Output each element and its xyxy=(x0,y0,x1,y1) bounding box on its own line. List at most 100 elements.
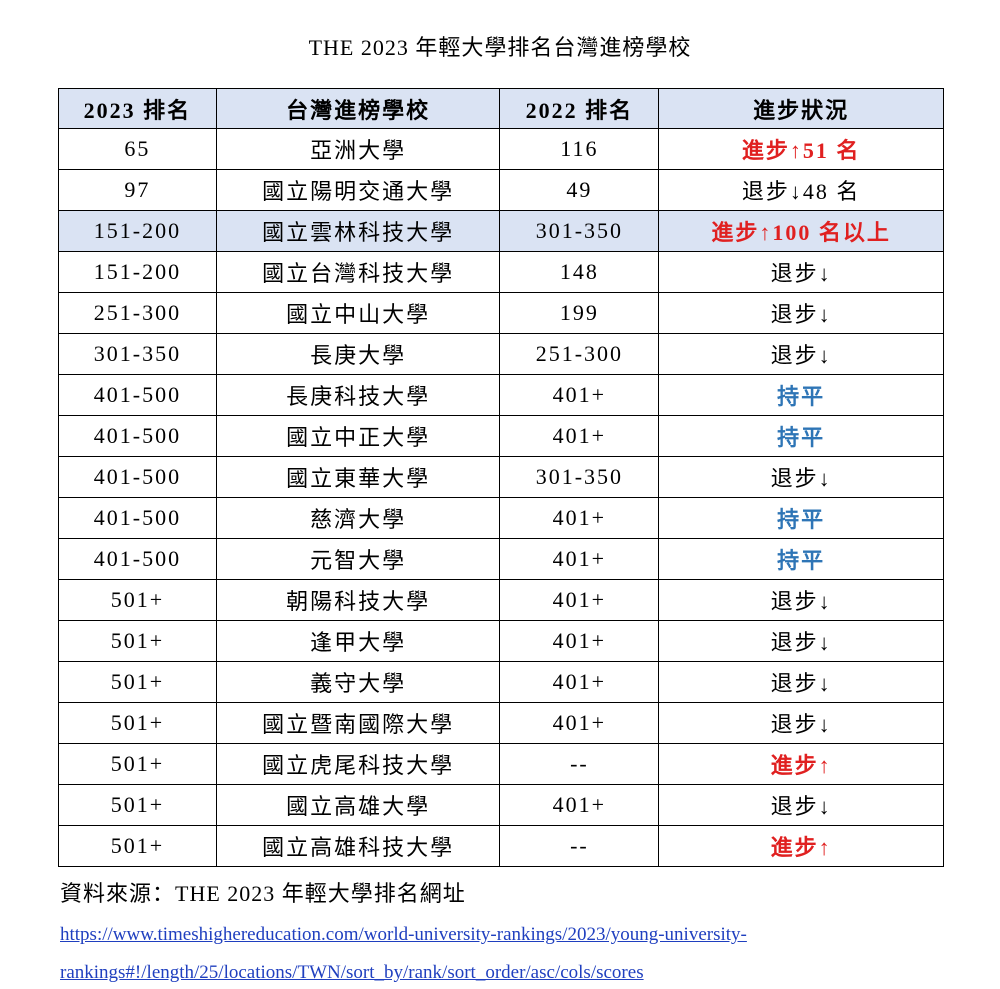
table-row: 151-200 國立台灣科技大學 148 退步↓ xyxy=(58,251,944,293)
table-cell: 國立台灣科技大學 xyxy=(215,251,501,293)
table-cell: 401+ xyxy=(499,661,660,703)
table-cell: 401+ xyxy=(499,784,660,826)
table-cell: 進步↑ xyxy=(658,825,944,867)
table-row: 151-200 國立雲林科技大學 301-350 進步↑100 名以上 xyxy=(58,210,944,252)
table-cell: 401+ xyxy=(499,702,660,744)
ranking-table: 2023 排名 台灣進榜學校 2022 排名 進步狀況 65 亞洲大學 116 進步↑51 … xyxy=(58,88,944,867)
header-row: 2023 排名 台灣進榜學校 2022 排名 進步狀況 xyxy=(58,88,944,129)
table-cell: 49 xyxy=(499,169,660,211)
table-cell: 151-200 xyxy=(58,251,217,293)
source-link[interactable]: https://www.timeshighereducation.com/wor… xyxy=(60,924,747,945)
table-row: 65 亞洲大學 116 進步↑51 名 xyxy=(58,128,944,170)
header-cell: 台灣進榜學校 xyxy=(215,88,501,129)
table-cell: 國立高雄科技大學 xyxy=(215,825,501,867)
table-cell: 501+ xyxy=(58,579,217,621)
table-cell: 朝陽科技大學 xyxy=(215,579,501,621)
table-cell: 國立東華大學 xyxy=(215,456,501,498)
table-cell: 97 xyxy=(58,169,217,211)
table-cell: 國立虎尾科技大學 xyxy=(215,743,501,785)
table-cell: 401-500 xyxy=(58,415,217,457)
table-cell: 199 xyxy=(499,292,660,334)
table-cell: 退步↓ xyxy=(658,620,944,662)
table-cell: 退步↓ xyxy=(658,333,944,375)
table-cell: 151-200 xyxy=(58,210,217,252)
table-cell: 持平 xyxy=(658,538,944,580)
table-cell: 長庚科技大學 xyxy=(215,374,501,416)
table-row: 251-300 國立中山大學 199 退步↓ xyxy=(58,292,944,334)
table-cell: 亞洲大學 xyxy=(215,128,501,170)
table-cell: 逢甲大學 xyxy=(215,620,501,662)
table-row: 401-500 元智大學 401+ 持平 xyxy=(58,538,944,580)
table-cell: 退步↓ xyxy=(658,784,944,826)
table-cell: 301-350 xyxy=(499,210,660,252)
table-cell: 進步↑51 名 xyxy=(658,128,944,170)
table-cell: 148 xyxy=(499,251,660,293)
table-cell: 進步↑ xyxy=(658,743,944,785)
table-row: 401-500 國立東華大學 301-350 退步↓ xyxy=(58,456,944,498)
table-cell: 退步↓48 名 xyxy=(658,169,944,211)
table-cell: 401+ xyxy=(499,620,660,662)
table-cell: 251-300 xyxy=(499,333,660,375)
table-cell: 長庚大學 xyxy=(215,333,501,375)
table-cell: 401-500 xyxy=(58,538,217,580)
table-row: 501+ 國立虎尾科技大學 -- 進步↑ xyxy=(58,743,944,785)
table-cell: 國立中山大學 xyxy=(215,292,501,334)
table-cell: 退步↓ xyxy=(658,456,944,498)
table-row: 501+ 朝陽科技大學 401+ 退步↓ xyxy=(58,579,944,621)
table-cell: -- xyxy=(499,743,660,785)
table-cell: 401+ xyxy=(499,415,660,457)
source-label: 資料來源：THE 2023 年輕大學排名網址 xyxy=(60,881,466,906)
title: THE 2023 年輕大學排名台灣進榜學校 xyxy=(308,35,692,60)
table-cell: 401+ xyxy=(499,538,660,580)
table-row: 401-500 長庚科技大學 401+ 持平 xyxy=(58,374,944,416)
table-cell: 251-300 xyxy=(58,292,217,334)
table-cell: 義守大學 xyxy=(215,661,501,703)
table-cell: 退步↓ xyxy=(658,661,944,703)
table-cell: 501+ xyxy=(58,743,217,785)
table-cell: 501+ xyxy=(58,620,217,662)
table-cell: 65 xyxy=(58,128,217,170)
table-cell: 401-500 xyxy=(58,497,217,539)
table-row: 401-500 國立中正大學 401+ 持平 xyxy=(58,415,944,457)
table-cell: 301-350 xyxy=(58,333,217,375)
table-cell: 退步↓ xyxy=(658,292,944,334)
table-cell: 退步↓ xyxy=(658,702,944,744)
table-row: 501+ 義守大學 401+ 退步↓ xyxy=(58,661,944,703)
table-cell: 元智大學 xyxy=(215,538,501,580)
table-cell: 116 xyxy=(499,128,660,170)
table-cell: 持平 xyxy=(658,415,944,457)
table-cell: 持平 xyxy=(658,374,944,416)
table-row: 501+ 國立高雄大學 401+ 退步↓ xyxy=(58,784,944,826)
table-row: 501+ 國立暨南國際大學 401+ 退步↓ xyxy=(58,702,944,744)
table-cell: -- xyxy=(499,825,660,867)
table-cell: 進步↑100 名以上 xyxy=(658,210,944,252)
table-cell: 401-500 xyxy=(58,456,217,498)
table-row: 501+ 國立高雄科技大學 -- 進步↑ xyxy=(58,825,944,867)
source-link[interactable]: rankings#!/length/25/locations/TWN/sort_… xyxy=(60,962,644,983)
table-cell: 301-350 xyxy=(499,456,660,498)
table-cell: 國立暨南國際大學 xyxy=(215,702,501,744)
table-cell: 501+ xyxy=(58,702,217,744)
table-cell: 501+ xyxy=(58,825,217,867)
header-cell: 進步狀況 xyxy=(658,88,944,129)
table-cell: 401+ xyxy=(499,374,660,416)
table-cell: 國立高雄大學 xyxy=(215,784,501,826)
header-cell: 2023 排名 xyxy=(58,88,217,129)
table-cell: 國立陽明交通大學 xyxy=(215,169,501,211)
table-cell: 退步↓ xyxy=(658,579,944,621)
table-cell: 慈濟大學 xyxy=(215,497,501,539)
table-cell: 國立雲林科技大學 xyxy=(215,210,501,252)
table-cell: 401+ xyxy=(499,497,660,539)
table-cell: 國立中正大學 xyxy=(215,415,501,457)
table-cell: 401-500 xyxy=(58,374,217,416)
table-row: 301-350 長庚大學 251-300 退步↓ xyxy=(58,333,944,375)
table-row: 501+ 逢甲大學 401+ 退步↓ xyxy=(58,620,944,662)
table-cell: 501+ xyxy=(58,661,217,703)
table-cell: 401+ xyxy=(499,579,660,621)
table-row: 97 國立陽明交通大學 49 退步↓48 名 xyxy=(58,169,944,211)
table-cell: 退步↓ xyxy=(658,251,944,293)
table-cell: 持平 xyxy=(658,497,944,539)
table-cell: 501+ xyxy=(58,784,217,826)
header-cell: 2022 排名 xyxy=(499,88,660,129)
